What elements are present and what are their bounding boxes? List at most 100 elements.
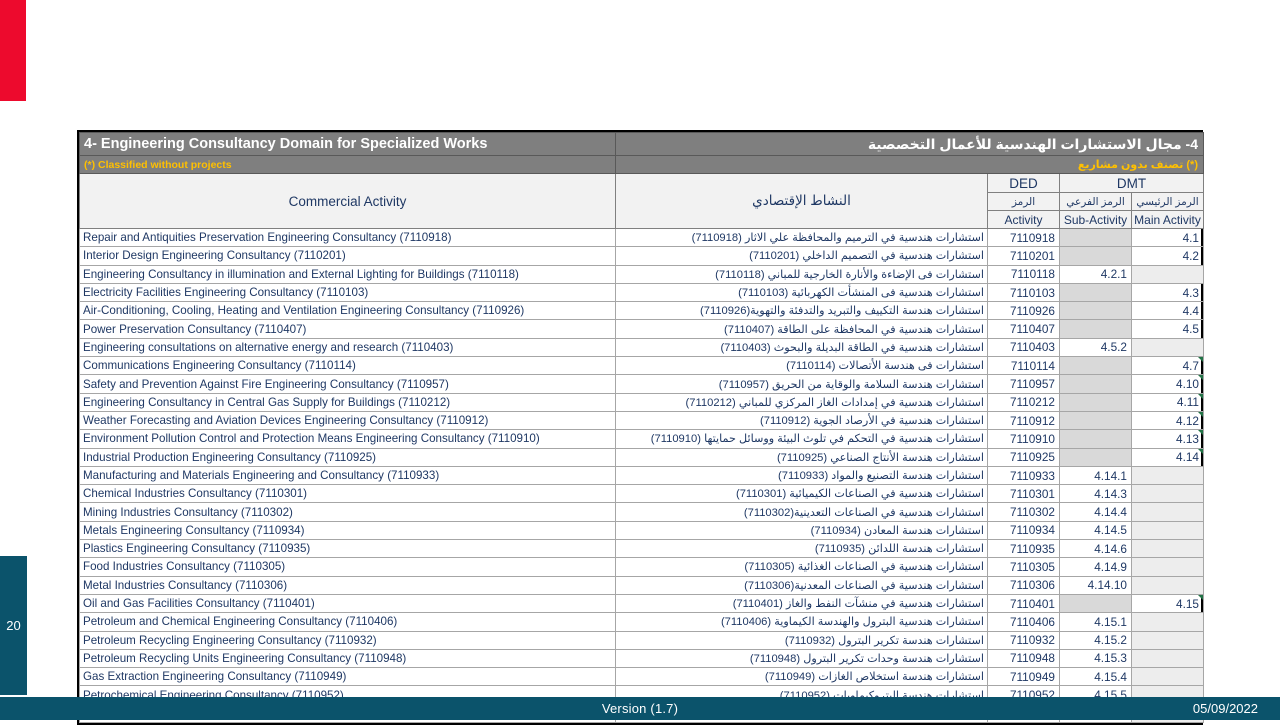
table-row[interactable]: Engineering Consultancy in Central Gas S… [79,392,1204,412]
activity-code-table: 4- Engineering Consultancy Domain for Sp… [77,130,1204,725]
cell-main-activity-code [1131,630,1204,650]
column-group-ded: DED [987,173,1060,193]
cell-economic-activity-ar: استشارات فى الإضاءة والأنارة الخارجية لل… [615,264,988,284]
cell-main-activity-code [1131,575,1204,595]
table-subtitle-en: (*) Classified without projects [79,155,616,174]
decorative-red-block [0,0,26,101]
table-row[interactable]: Mining Industries Consultancy (7110302) ا… [79,502,1204,522]
cell-main-activity-code [1131,465,1204,486]
cell-sub-activity-code: 4.14.9 [1059,557,1132,577]
table-row[interactable]: Repair and Antiquities Preservation Engi… [79,227,1204,248]
cell-activity-code: 7110407 [987,319,1060,339]
cell-commercial-activity: Weather Forecasting and Aviation Devices… [79,410,616,431]
table-row[interactable]: Industrial Production Engineering Consul… [79,447,1204,467]
column-header-ded-ar: الرمز [987,192,1060,211]
cell-commercial-activity: Plastics Engineering Consultancy (711093… [79,539,616,559]
cell-sub-activity-code [1059,227,1132,248]
table-row[interactable]: Environment Pollution Control and Protec… [79,429,1204,449]
cell-main-activity-code [1131,539,1204,559]
cell-sub-activity-code: 4.15.4 [1059,667,1132,687]
table-row[interactable]: Plastics Engineering Consultancy (711093… [79,539,1204,559]
cell-main-activity-code [1131,502,1204,522]
cell-commercial-activity: Mining Industries Consultancy (7110302) [79,502,616,522]
cell-main-activity-code [1131,557,1204,577]
cell-commercial-activity: Communications Engineering Consultancy (… [79,356,616,376]
table-row[interactable]: Safety and Prevention Against Fire Engin… [79,374,1204,394]
table-row[interactable]: Gas Extraction Engineering Consultancy (… [79,667,1204,687]
cell-economic-activity-ar: استشارات هندسة اللدائن (7110935) [615,539,988,559]
header-row-3: Activity Sub-Activity Main Activity [80,210,1204,229]
cell-activity-code: 7110918 [987,227,1060,248]
cell-activity-code: 7110118 [987,264,1060,284]
table-row[interactable]: Power Preservation Consultancy (7110407)… [79,319,1204,339]
cell-commercial-activity: Food Industries Consultancy (7110305) [79,557,616,577]
cell-sub-activity-code [1059,447,1132,467]
cell-sub-activity-code: 4.14.6 [1059,539,1132,559]
cell-sub-activity-code: 4.14.5 [1059,520,1132,541]
cell-main-activity-code [1131,264,1204,284]
table-row[interactable]: Manufacturing and Materials Engineering … [79,465,1204,486]
table-row[interactable]: Food Industries Consultancy (7110305) است… [79,557,1204,577]
table-row[interactable]: Communications Engineering Consultancy (… [79,356,1204,376]
cell-activity-code: 7110912 [987,410,1060,431]
cell-main-activity-code: 4.12 [1131,410,1204,431]
cell-main-activity-code [1131,337,1204,358]
cell-commercial-activity: Air-Conditioning, Cooling, Heating and V… [79,301,616,321]
cell-sub-activity-code [1059,429,1132,449]
cell-sub-activity-code: 4.15.2 [1059,630,1132,650]
cell-commercial-activity: Oil and Gas Facilities Consultancy (7110… [79,593,616,614]
table-row[interactable]: Weather Forecasting and Aviation Devices… [79,410,1204,431]
cell-economic-activity-ar: استشارات هندسة السلامة والوقاية من الحري… [615,374,988,394]
cell-activity-code: 7110957 [987,374,1060,394]
table-row[interactable]: Engineering Consultancy in illumination … [79,264,1204,284]
column-header-main-ar: الرمز الرئيسي [1131,192,1204,211]
cell-main-activity-code [1131,520,1204,541]
cell-economic-activity-ar: استشارات هندسية في الصناعات المعدنية(711… [615,575,988,595]
cell-activity-code: 7110910 [987,429,1060,449]
cell-economic-activity-ar: استشارات هندسية في الصناعات الكيميائية (… [615,484,988,504]
cell-main-activity-code: 4.5 [1131,319,1204,339]
column-header-commercial-activity: Commercial Activity [79,173,616,229]
cell-economic-activity-ar: استشارات هندسية في إمدادات الغاز المركزي… [615,392,988,412]
cell-economic-activity-ar: استشارات هندسة التكييف والتبريد والتدفئة… [615,301,988,321]
cell-commercial-activity: Repair and Antiquities Preservation Engi… [79,227,616,248]
cell-activity-code: 7110302 [987,502,1060,522]
table-row[interactable]: Metals Engineering Consultancy (7110934)… [79,520,1204,541]
table-row[interactable]: Interior Design Engineering Consultancy … [79,246,1204,266]
table-subtitle-ar: (*) تصنف بدون مشاريع [615,155,1204,174]
cell-main-activity-code: 4.3 [1131,282,1204,303]
table-row[interactable]: Oil and Gas Facilities Consultancy (7110… [79,593,1204,614]
table-row[interactable]: Petroleum and Chemical Engineering Consu… [79,612,1204,632]
cell-commercial-activity: Gas Extraction Engineering Consultancy (… [79,667,616,687]
cell-commercial-activity: Environment Pollution Control and Protec… [79,429,616,449]
cell-commercial-activity: Interior Design Engineering Consultancy … [79,246,616,266]
table-row[interactable]: Chemical Industries Consultancy (7110301… [79,484,1204,504]
cell-economic-activity-ar: استشارات هندسية فى المنشأت الكهربائية (7… [615,282,988,303]
cell-commercial-activity: Petroleum and Chemical Engineering Consu… [79,612,616,632]
cell-sub-activity-code [1059,356,1132,376]
cell-activity-code: 7110949 [987,667,1060,687]
footer-bar [0,697,1280,720]
cell-activity-code: 7110925 [987,447,1060,467]
table-row[interactable]: Air-Conditioning, Cooling, Heating and V… [79,301,1204,321]
cell-activity-code: 7110301 [987,484,1060,504]
table-body: 4- Engineering Consultancy Domain for Sp… [79,132,1204,724]
cell-commercial-activity: Electricity Facilities Engineering Consu… [79,282,616,303]
table: 4- Engineering Consultancy Domain for Sp… [79,132,1204,724]
cell-sub-activity-code: 4.15.1 [1059,612,1132,632]
cell-commercial-activity: Petroleum Recycling Engineering Consulta… [79,630,616,650]
table-row[interactable]: Electricity Facilities Engineering Consu… [79,282,1204,303]
cell-activity-code: 7110948 [987,648,1060,669]
cell-economic-activity-ar: استشارات هندسية في الطاقة البديلة والبحو… [615,337,988,358]
cell-sub-activity-code: 4.14.3 [1059,484,1132,504]
column-group-dmt: DMT [1059,173,1204,193]
table-row[interactable]: Petroleum Recycling Engineering Consulta… [79,630,1204,650]
cell-economic-activity-ar: استشارات هندسية في الصناعات الغذائية (71… [615,557,988,577]
cell-activity-code: 7110932 [987,630,1060,650]
cell-sub-activity-code: 4.14.10 [1059,575,1132,595]
table-row[interactable]: Metal Industries Consultancy (7110306) اس… [79,575,1204,595]
table-row[interactable]: Petroleum Recycling Units Engineering Co… [79,648,1204,669]
column-header-economic-activity-ar: النشاط الإقتصادي [615,173,988,229]
table-row[interactable]: Engineering consultations on alternative… [79,337,1204,358]
table-title-row: 4- Engineering Consultancy Domain for Sp… [79,132,1204,156]
